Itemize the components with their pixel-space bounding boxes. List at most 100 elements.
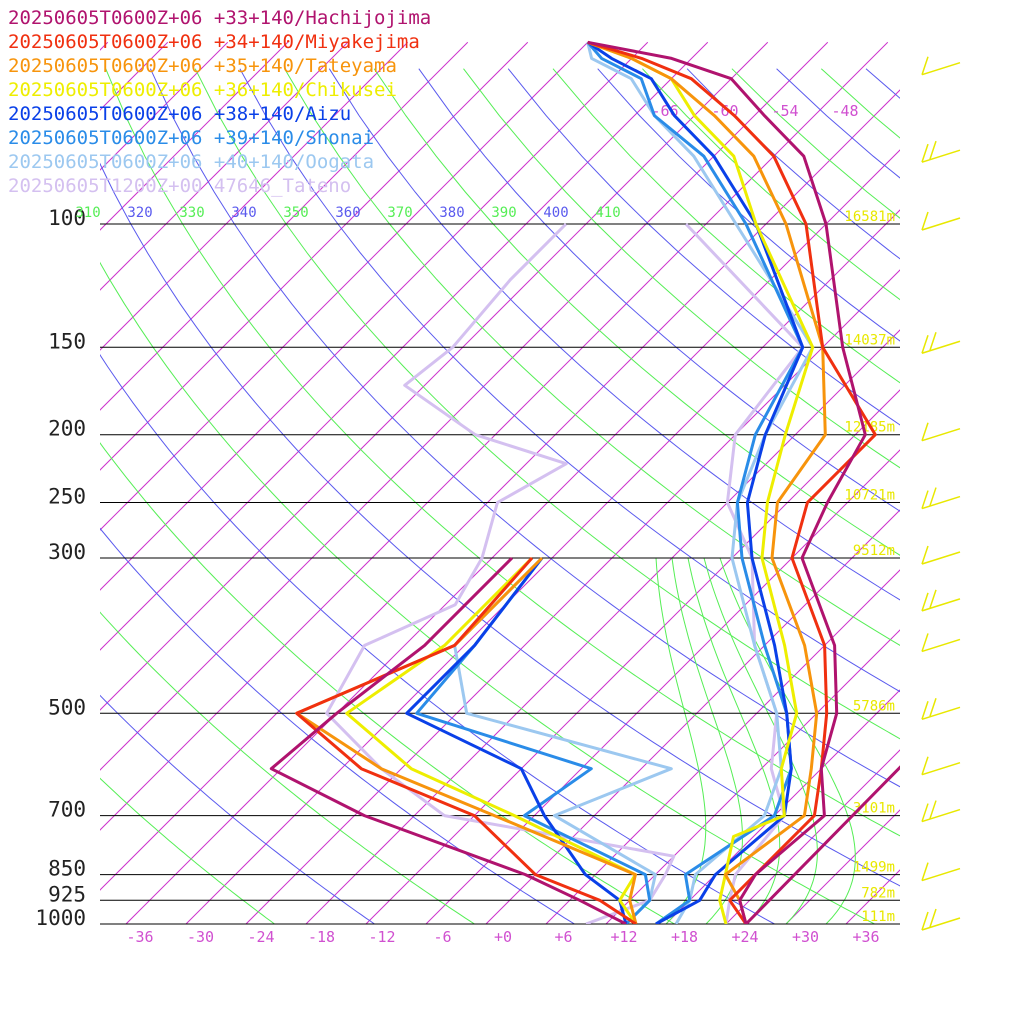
dry-adiabat-line xyxy=(100,261,876,924)
pressure-label: 850 xyxy=(48,857,86,881)
theta-label: 330 xyxy=(179,205,204,221)
temperature-tick-label: +30 xyxy=(792,928,819,946)
dry-adiabat-line xyxy=(284,68,900,646)
dry-adiabat-line xyxy=(100,611,476,924)
dry-adiabat-line xyxy=(100,777,276,924)
dewpoint-line xyxy=(453,556,673,924)
isotherm-line xyxy=(100,41,289,231)
wind-barb xyxy=(921,698,961,720)
wind-barb-staff xyxy=(921,61,961,76)
dry-adiabat-line xyxy=(820,68,900,139)
isotherm-line xyxy=(100,41,469,411)
temperature-tick-label: -24 xyxy=(247,928,274,946)
wind-barb xyxy=(921,332,961,354)
wind-barb-flag xyxy=(929,487,937,506)
wind-barb-flag xyxy=(929,800,937,819)
isotherm-line xyxy=(100,41,409,351)
wind-barb-staff xyxy=(921,551,961,565)
temperature-tick-label: +12 xyxy=(610,928,637,946)
temperature-tick-label: -6 xyxy=(433,928,451,946)
theta-label: 340 xyxy=(231,205,256,221)
isotherm-line xyxy=(365,389,900,924)
wind-barb-staff xyxy=(921,761,961,776)
isotherm-line xyxy=(100,41,349,291)
wind-barb xyxy=(921,422,961,442)
legend-entry: 20250605T0600Z+06 +39+140/Shonai xyxy=(8,127,374,149)
isotherm-line xyxy=(100,89,900,891)
temperature-line xyxy=(587,40,877,924)
pressure-label: 500 xyxy=(48,695,86,719)
upper-temperature-label: -60 xyxy=(711,102,738,120)
isotherm-line xyxy=(485,509,900,924)
isotherm-line xyxy=(845,869,900,924)
temperature-tick-label: +0 xyxy=(494,928,512,946)
wind-barb-staff xyxy=(921,149,961,163)
dry-adiabat-line xyxy=(239,68,900,693)
legend: 20250605T0600Z+06 +33+140/Hachijojima 202… xyxy=(8,7,431,197)
pressure-label: 100 xyxy=(48,206,86,230)
wind-barb xyxy=(921,56,961,76)
dry-adiabat-line xyxy=(194,68,900,740)
sounding-series xyxy=(269,40,900,924)
dewpoint-line xyxy=(295,557,637,924)
pressure-label: 150 xyxy=(48,329,86,353)
temperature-tick-label: +6 xyxy=(554,928,572,946)
isotherm-line xyxy=(100,41,769,711)
wind-barb-staff xyxy=(921,598,961,612)
wind-barb-staff xyxy=(921,706,961,720)
isotherm-line xyxy=(100,41,829,771)
wind-barb-staff xyxy=(921,808,961,823)
isotherm-line xyxy=(185,209,900,924)
height-label: 782m xyxy=(861,885,895,901)
wind-barb-flag xyxy=(921,701,929,720)
upper-temperature-label: -54 xyxy=(771,102,798,120)
theta-labels: 310 320 330 340 350 360 370 380 390 400 410 xyxy=(75,205,620,221)
isotherm-line xyxy=(906,42,1024,924)
wind-barb-staff xyxy=(921,217,961,231)
temperature-tick-label: +24 xyxy=(731,928,758,946)
wind-barb-flag xyxy=(921,756,929,775)
legend-entry: 20250605T0600Z+06 +35+140/Tateyama xyxy=(8,55,397,77)
pressure-label: 200 xyxy=(48,417,86,441)
wind-barb-flag xyxy=(921,143,929,163)
theta-label: 410 xyxy=(595,205,620,221)
temperature-line xyxy=(587,40,900,924)
moist-adiabat-line xyxy=(719,557,856,924)
pressure-label: 925 xyxy=(48,882,86,906)
wind-barb xyxy=(921,862,961,882)
legend-entry: 20250605T0600Z+06 +36+140/Chikusei xyxy=(8,79,397,101)
wind-barb-flag xyxy=(929,698,937,717)
wind-barb xyxy=(921,756,961,776)
isotherm-line xyxy=(100,41,889,831)
temperature-tick-label: +18 xyxy=(671,928,698,946)
dewpoint-line xyxy=(269,556,627,924)
legend-entry: 20250605T0600Z+06 +33+140/Hachijojima xyxy=(8,7,431,29)
wind-barb xyxy=(921,211,961,231)
wind-barb xyxy=(921,545,961,565)
theta-label: 360 xyxy=(335,205,360,221)
wind-barb-flag xyxy=(929,589,937,609)
legend-entry: 20250605T0600Z+06 +40+140/Oogata xyxy=(8,151,374,173)
wind-barb xyxy=(921,487,961,510)
wind-barb-flag xyxy=(921,211,929,231)
dry-adiabat-line xyxy=(100,694,376,924)
wind-barb-staff xyxy=(921,638,961,653)
theta-label: 350 xyxy=(283,205,308,221)
theta-label: 310 xyxy=(75,205,100,221)
theta-label: 380 xyxy=(439,205,464,221)
wind-barb-staff xyxy=(921,340,961,354)
wind-barb xyxy=(921,800,961,823)
temperature-tick-label: -12 xyxy=(368,928,395,946)
legend-entry: 20250605T0600Z+06 +38+140/Aizu xyxy=(8,103,351,125)
pressure-label: 250 xyxy=(48,485,86,509)
theta-label: 320 xyxy=(127,205,152,221)
height-label: 10721m xyxy=(844,488,895,504)
isotherm-line xyxy=(545,569,900,924)
wind-barb-flag xyxy=(921,911,929,931)
isotherm-line xyxy=(665,689,900,924)
temperature-line xyxy=(586,41,805,924)
temperature-tick-labels: -36 -30 -24 -18 -12 -6 +0 +6 +12 +18 +24 +30 +36 xyxy=(126,928,879,946)
isotherm-line xyxy=(100,41,709,651)
